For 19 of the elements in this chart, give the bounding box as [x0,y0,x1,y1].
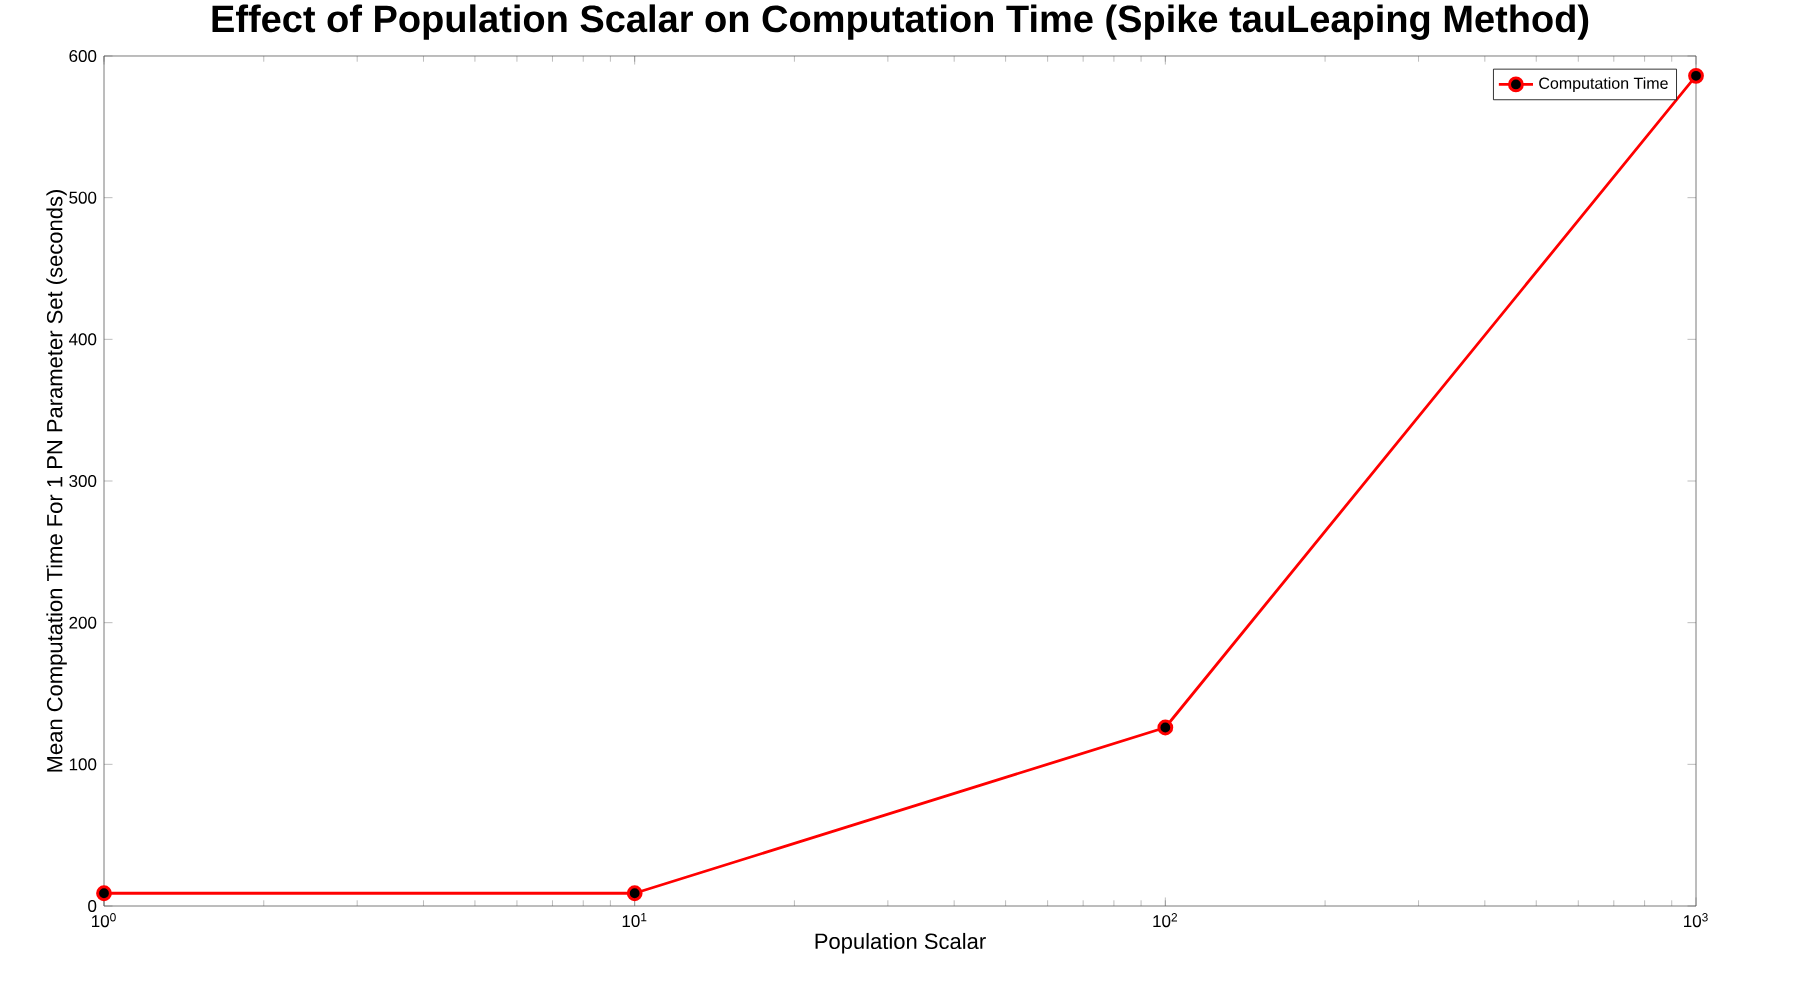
x-axis-title: Population Scalar [815,932,986,954]
x-tick-label: 10$^{3}$ [1684,913,1708,928]
y-tick-label: 0 [88,900,97,913]
point [1157,719,1174,736]
x-tick-label: 10$^{2}$ [1153,913,1178,928]
legend-label: Computation Time [1539,77,1668,93]
y-tick-label: 300 [69,475,97,488]
y-tick-label: 400 [68,333,97,346]
point [1688,67,1704,84]
point [626,885,643,902]
x-tick-label: 10$^{0}$ [92,913,116,928]
y-tick-label: 100 [69,758,97,771]
y-tick-label: 200 [69,616,97,629]
y-tick-label: 500 [69,191,97,204]
point [96,885,112,902]
y-tick-label: 600 [69,50,97,63]
y-axis-title: Mean Computation Time For 1 PN Parameter Set (seconds) [46,190,67,772]
x-tick-label: 10$^{1}$ [622,913,647,928]
chart-title: Effect of Population Scalar on Computation Time (Spike tauLeaping Method) [212,4,1589,40]
